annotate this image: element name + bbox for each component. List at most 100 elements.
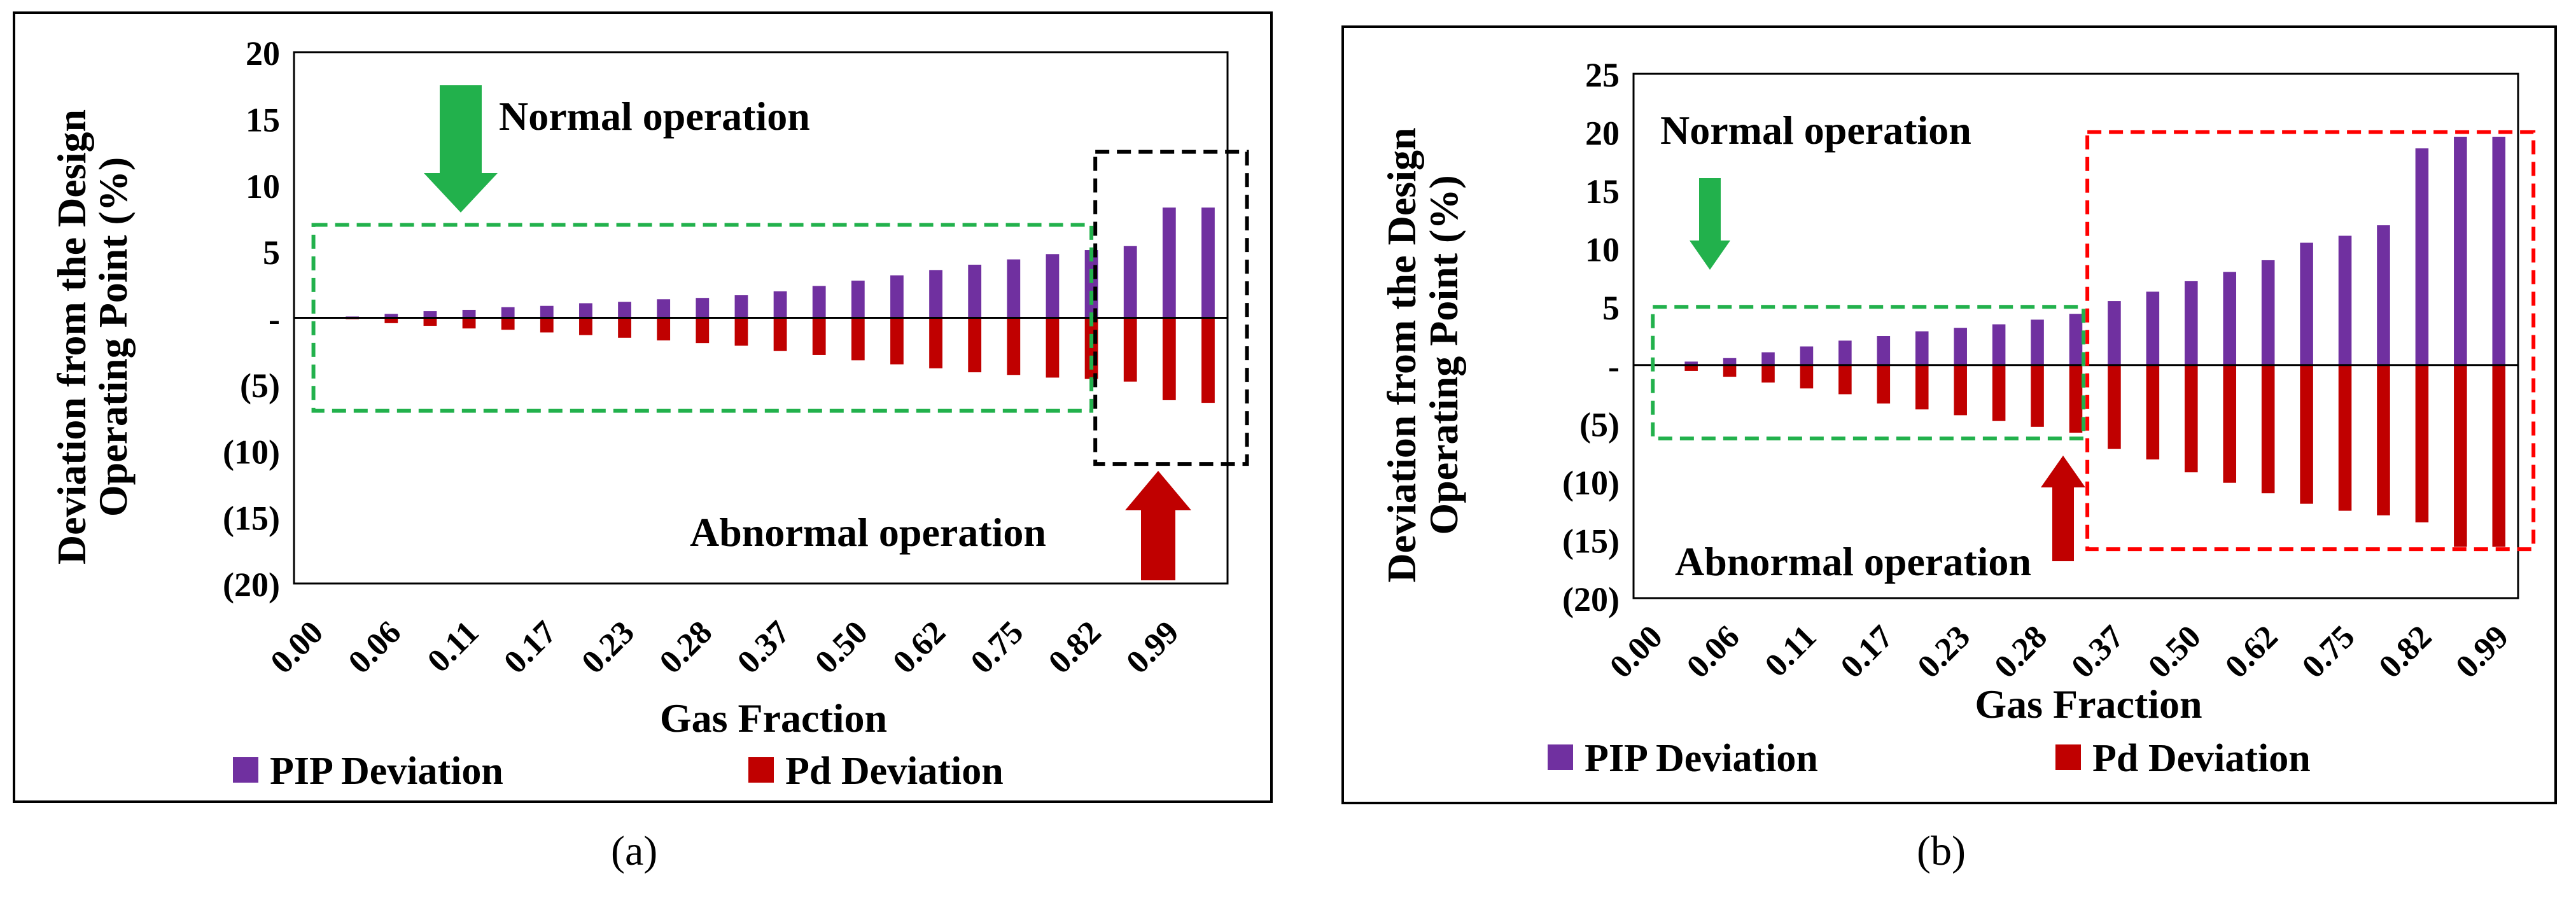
y-tick-label: 10	[1585, 231, 1620, 269]
pip-bar	[2415, 148, 2429, 365]
legend-swatch	[748, 757, 774, 783]
pd-bar	[851, 318, 865, 361]
x-tick-label: 0.00	[263, 614, 330, 681]
pip-bar	[1954, 328, 1967, 365]
pd-bar	[1007, 318, 1021, 375]
x-tick-label: 0.28	[1987, 618, 2054, 685]
pd-bar	[657, 318, 671, 340]
pip-bar	[1007, 259, 1021, 318]
legend-label: Pd Deviation	[785, 750, 1004, 793]
x-axis-label: Gas Fraction	[1975, 681, 2202, 727]
pip-bar	[2492, 136, 2506, 365]
pd-bar	[2300, 365, 2313, 504]
pip-bar	[384, 314, 398, 318]
pd-bar	[2454, 365, 2467, 547]
y-axis-label: Deviation from the Design	[49, 109, 94, 564]
x-tick-label: 0.75	[964, 614, 1031, 681]
y-tick-label: 5	[263, 234, 280, 272]
pd-bar	[1877, 365, 1891, 404]
pd-bar	[1723, 365, 1737, 377]
pip-bar	[1162, 207, 1176, 318]
x-tick-label: 0.11	[421, 614, 486, 680]
pd-bar	[1954, 365, 1967, 416]
pd-bar	[1684, 365, 1698, 371]
pip-bar	[579, 303, 592, 318]
pip-bar	[1123, 246, 1137, 318]
pd-bar	[540, 318, 554, 333]
y-tick-label: (15)	[223, 499, 280, 538]
y-axis-label: Operating Point (%)	[90, 157, 136, 517]
x-tick-label: 0.99	[2449, 618, 2516, 685]
pd-bar	[890, 318, 904, 365]
caption-b: (b)	[1917, 828, 1966, 874]
pip-bar	[1800, 346, 1814, 365]
x-tick-label: 0.06	[1680, 618, 1747, 685]
pip-bar	[1201, 207, 1215, 318]
pip-bar	[851, 281, 865, 318]
pd-bar	[773, 318, 787, 351]
y-tick-label: (10)	[223, 433, 280, 471]
pip-bar	[890, 275, 904, 318]
y-tick-label: (20)	[1562, 580, 1620, 618]
x-tick-label: 0.06	[342, 614, 409, 681]
legend-label: PIP Deviation	[270, 750, 503, 793]
y-tick-label: (20)	[223, 566, 280, 604]
chart-panel-b: 25 20 15 10 5 - (5) (10) (15) (20) 0.00 0.06 0.11 0.1…	[1341, 25, 2557, 804]
pip-bar	[2223, 272, 2237, 365]
pip-bar	[2185, 281, 2198, 365]
pd-bar	[2069, 365, 2083, 433]
pip-bar	[734, 295, 748, 318]
pd-bar	[618, 318, 631, 338]
pip-bar	[2377, 225, 2390, 365]
pip-bar	[929, 270, 942, 318]
pd-bar	[1992, 365, 2006, 421]
pd-bar	[1084, 318, 1098, 379]
pd-bar	[968, 318, 982, 373]
y-tick-label: (15)	[1562, 522, 1620, 560]
pd-bar	[501, 318, 515, 330]
y-tick-label: 25	[1585, 56, 1620, 94]
y-axis-label: Deviation from the Design	[1379, 127, 1424, 582]
pip-bar	[462, 309, 476, 318]
caption-a: (a)	[611, 828, 658, 874]
pd-bar	[1123, 318, 1137, 382]
pd-bar	[2415, 365, 2429, 522]
y-tick-label: (5)	[1579, 405, 1620, 444]
normal-operation-box	[1651, 305, 2086, 441]
x-tick-label: 0.50	[2141, 618, 2208, 685]
pip-bar	[1761, 352, 1775, 365]
pip-bar	[2108, 301, 2121, 365]
pip-bar	[423, 311, 437, 318]
pd-bar	[2377, 365, 2390, 515]
pip-bar	[657, 299, 671, 318]
pd-bar	[1162, 318, 1176, 400]
x-tick-label: 0.28	[653, 614, 720, 681]
pip-bar	[1838, 340, 1852, 365]
y-axis-label: Operating Point (%)	[1421, 175, 1466, 534]
x-tick-label: 0.99	[1119, 614, 1186, 681]
down-arrow-icon	[1690, 178, 1730, 270]
pip-bar	[968, 265, 982, 318]
pip-bar	[773, 291, 787, 318]
pd-bar	[2185, 365, 2198, 473]
y-tick-label: 20	[1585, 115, 1620, 153]
x-tick-label: 0.82	[2372, 618, 2439, 685]
x-tick-label: 0.82	[1042, 614, 1109, 681]
pd-bar	[1838, 365, 1852, 395]
pd-bar	[734, 318, 748, 346]
chart-b-svg: 25 20 15 10 5 - (5) (10) (15) (20)0.00 0.06 0.11 0.1…	[1379, 56, 2536, 780]
pip-bar	[2338, 235, 2352, 365]
y-tick-label: (10)	[1562, 464, 1620, 502]
x-tick-label: 0.62	[2218, 618, 2285, 685]
pd-bar	[2492, 365, 2506, 547]
down-arrow-icon	[424, 85, 498, 213]
pip-bar	[1915, 331, 1929, 365]
y-tick-label: 15	[1585, 172, 1620, 211]
pip-bar	[618, 302, 631, 318]
x-tick-label: 0.17	[497, 614, 564, 681]
pd-bar	[2108, 365, 2121, 449]
pd-bar	[423, 318, 437, 326]
normal-operation-label: Normal operation	[499, 94, 810, 139]
pd-bar	[2031, 365, 2044, 427]
